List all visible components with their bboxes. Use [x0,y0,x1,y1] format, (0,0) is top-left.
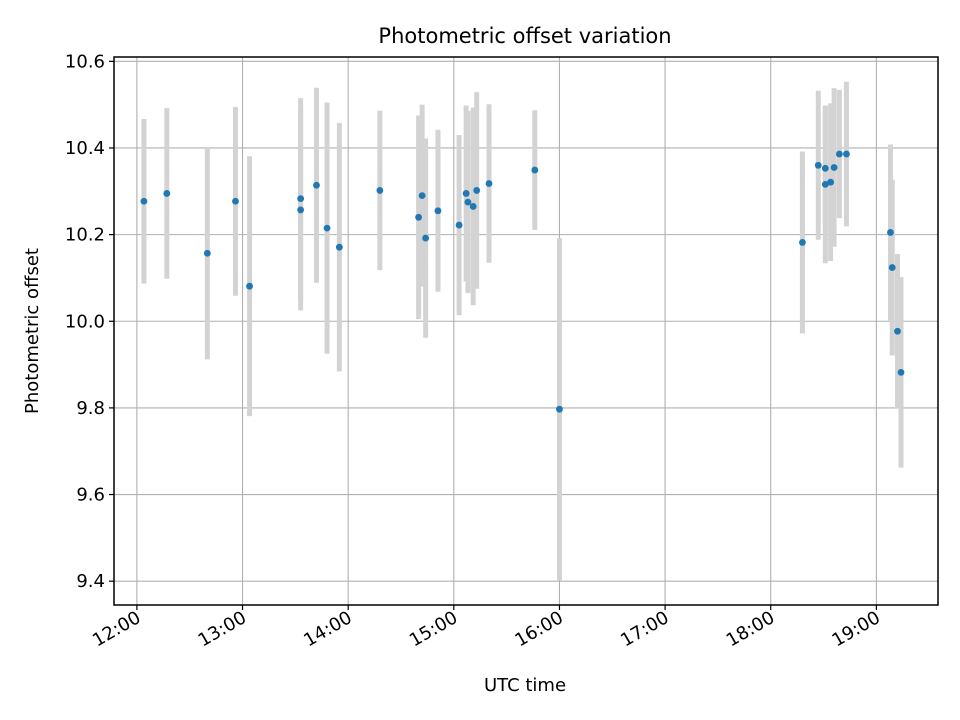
data-point [821,180,829,188]
data-points [140,150,905,413]
data-point [836,150,843,158]
data-point [887,229,894,236]
data-point [335,243,343,251]
data-point [232,197,239,205]
data-point [422,234,430,242]
y-tick-label: 10.0 [65,311,105,332]
y-tick-label: 9.6 [76,485,105,506]
y-tick-label: 10.2 [65,225,105,246]
data-point [297,206,305,214]
data-point [897,368,905,376]
y-axis-label: Photometric offset [22,248,43,414]
data-point [531,166,539,174]
data-point [203,249,211,257]
data-point [163,190,171,197]
data-point [462,190,470,197]
data-point [888,264,896,271]
y-tick-label: 10.4 [65,138,105,159]
data-point [464,198,472,206]
data-point [473,187,481,194]
plot-frame [113,56,939,606]
data-point [418,192,426,200]
data-point [821,164,829,172]
data-point [455,221,463,229]
data-point [485,180,493,187]
y-tick-label: 9.4 [76,571,105,592]
data-point [799,239,806,246]
chart-title: Photometric offset variation [378,24,671,48]
data-point [827,178,834,186]
data-point [843,150,850,158]
data-point [140,197,148,205]
data-point [469,203,477,210]
y-tick-label: 9.8 [76,398,105,419]
data-point [894,327,901,335]
data-point [313,181,320,189]
data-point [246,282,253,290]
y-tick-label: 10.6 [65,51,105,72]
y-axis-ticks: 9.4 9.6 9.8 10.0 10.2 10.4 10.6 [65,51,114,592]
data-point [814,161,822,169]
data-point [434,207,442,215]
data-point [376,187,384,194]
data-point [323,224,331,232]
data-point [830,164,838,171]
x-axis-label: UTC time [484,675,566,696]
data-point [556,405,563,413]
data-point [297,195,305,203]
data-point [415,213,422,221]
